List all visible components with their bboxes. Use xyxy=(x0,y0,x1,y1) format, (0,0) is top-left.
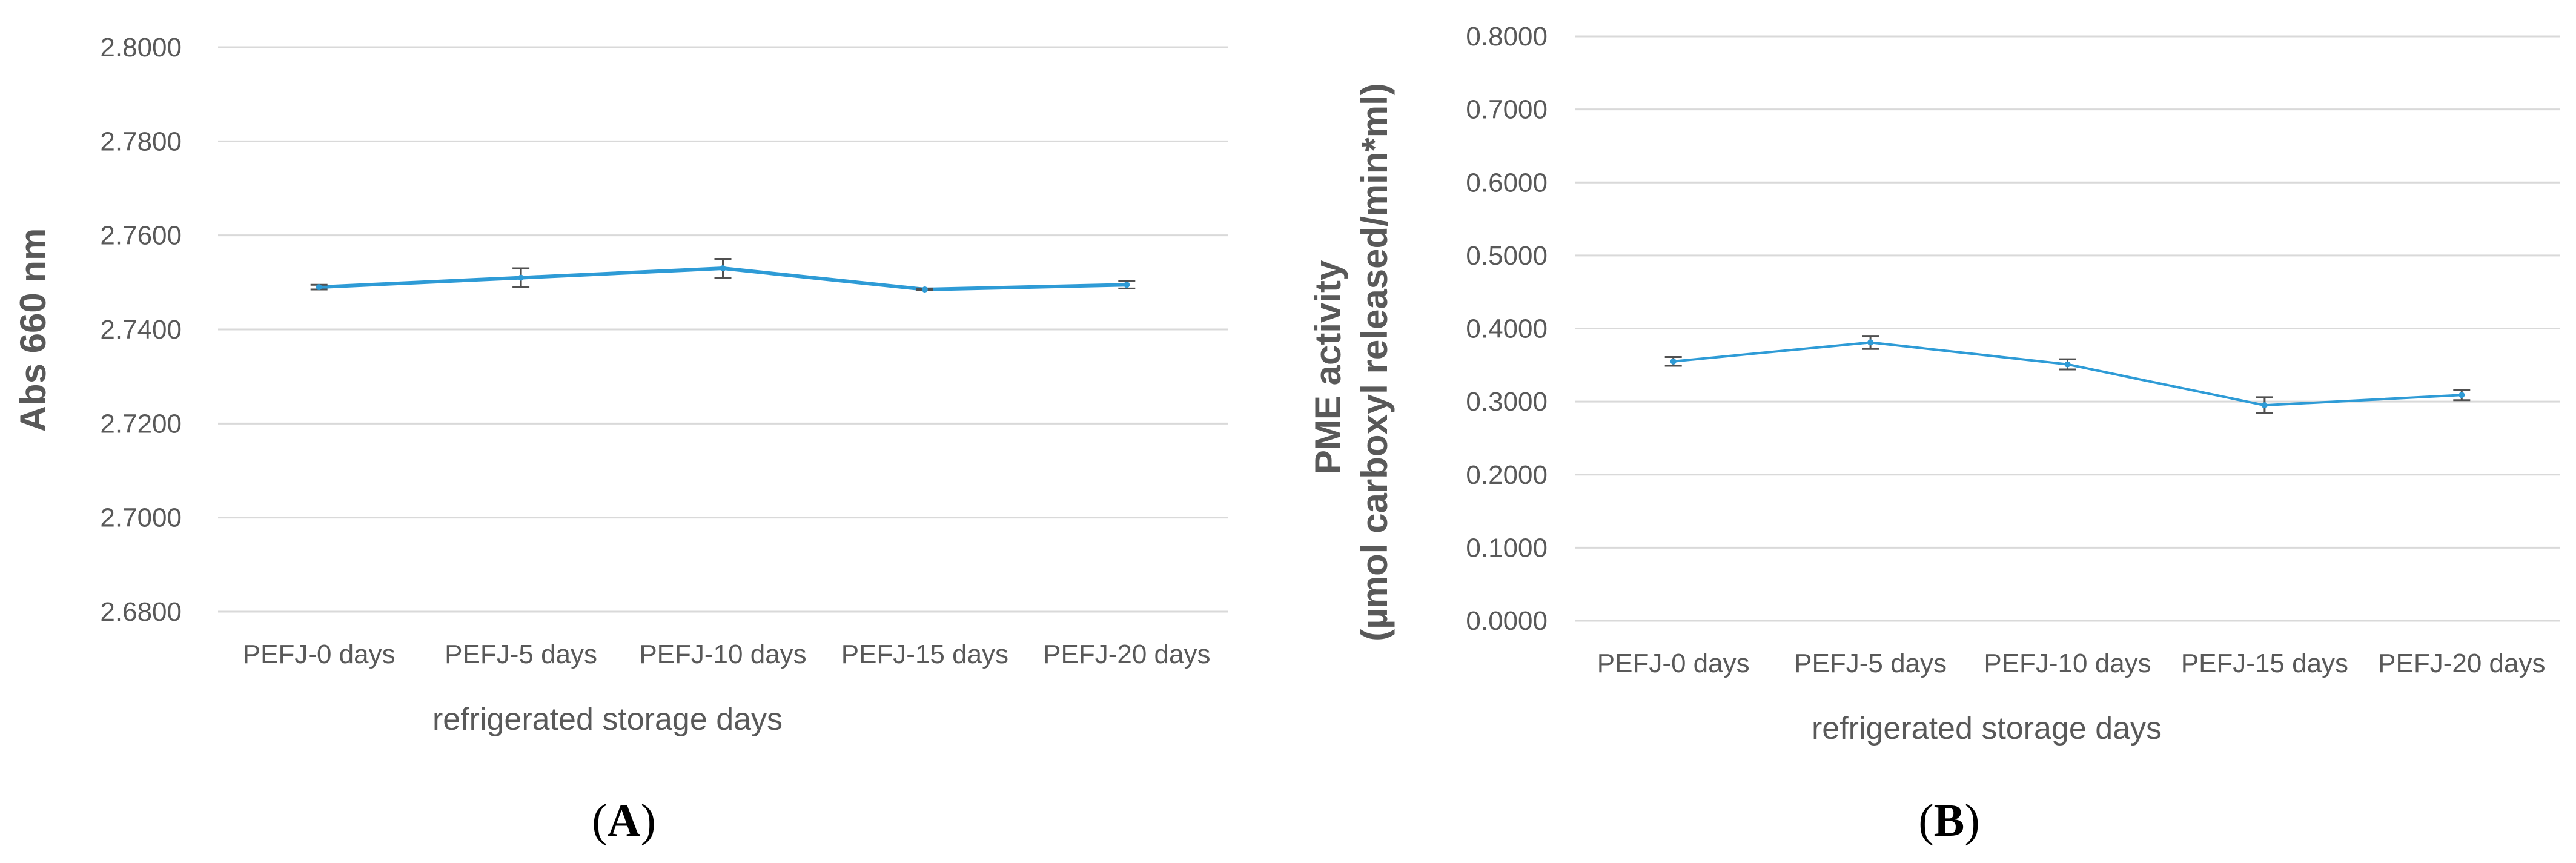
chart-b-y-tick-label: 0.5000 xyxy=(1466,241,1548,271)
chart-b-x-axis-title: refrigerated storage days xyxy=(1812,711,2162,746)
chart-a-y-tick-label: 2.7600 xyxy=(100,221,182,251)
chart-a-x-tick-label: PEFJ-5 days xyxy=(445,640,597,669)
chart-a-y-tick-label: 2.7800 xyxy=(100,127,182,156)
chart-b-data-point xyxy=(2458,392,2465,398)
chart-a-x-tick-label: PEFJ-20 days xyxy=(1043,640,1210,669)
chart-b-data-point xyxy=(1867,339,1874,346)
chart-b-y-tick-label: 0.3000 xyxy=(1466,387,1548,417)
chart-a-x-tick-label: PEFJ-10 days xyxy=(639,640,806,669)
chart-b-y-tick-label: 0.7000 xyxy=(1466,95,1548,125)
chart-a-y-tick-label: 2.7000 xyxy=(100,503,182,533)
chart-b-data-point xyxy=(2064,361,2071,368)
chart-b-data-point xyxy=(1670,358,1677,365)
chart-b-series-line xyxy=(1672,341,2463,407)
chart-a-y-tick-label: 2.7200 xyxy=(100,409,182,438)
chart-b-y-tick-label: 0.1000 xyxy=(1466,533,1548,563)
chart-a-y-tick-label: 2.6800 xyxy=(100,597,182,627)
chart-b-y-tick-label: 0.2000 xyxy=(1466,460,1548,490)
chart-b-panel-label: (B) xyxy=(1918,795,1979,846)
chart-a-y-tick-label: 2.7400 xyxy=(100,315,182,345)
chart-a-data-point xyxy=(518,274,525,281)
chart-a-x-axis-title: refrigerated storage days xyxy=(432,702,783,737)
chart-b-x-tick-label: PEFJ-10 days xyxy=(1984,649,2151,678)
chart-a-x-tick-label: PEFJ-15 days xyxy=(841,640,1008,669)
chart-a-data-point xyxy=(316,284,322,291)
chart-b-x-tick-label: PEFJ-0 days xyxy=(1597,649,1750,678)
chart-b-y-tick-label: 0.6000 xyxy=(1466,168,1548,197)
chart-a-y-axis-title: Abs 660 nm xyxy=(13,228,53,432)
chart-a-x-tick-label: PEFJ-0 days xyxy=(243,640,396,669)
chart-b-y-tick-label: 0.8000 xyxy=(1466,22,1548,51)
chart-a: Abs 660 nm refrigerated storage days (A)… xyxy=(13,33,1228,846)
chart-b-x-tick-label: PEFJ-15 days xyxy=(2181,649,2348,678)
chart-a-panel-label: (A) xyxy=(592,795,656,846)
chart-a-y-tick-label: 2.8000 xyxy=(100,33,182,62)
chart-b-x-tick-label: PEFJ-5 days xyxy=(1794,649,1947,678)
chart-a-data-point xyxy=(1124,282,1130,288)
chart-b-y-tick-label: 0.4000 xyxy=(1466,314,1548,344)
chart-a-data-point xyxy=(720,265,726,272)
chart-a-data-point xyxy=(921,286,928,293)
chart-b-y-axis-title: PME activity (µmol carboxyl released/min… xyxy=(1308,83,1395,641)
chart-b: PME activity (µmol carboxyl released/min… xyxy=(1308,22,2560,846)
chart-b-x-tick-label: PEFJ-20 days xyxy=(2378,649,2545,678)
chart-b-data-point xyxy=(2261,402,2268,409)
chart-b-y-tick-label: 0.0000 xyxy=(1466,606,1548,636)
